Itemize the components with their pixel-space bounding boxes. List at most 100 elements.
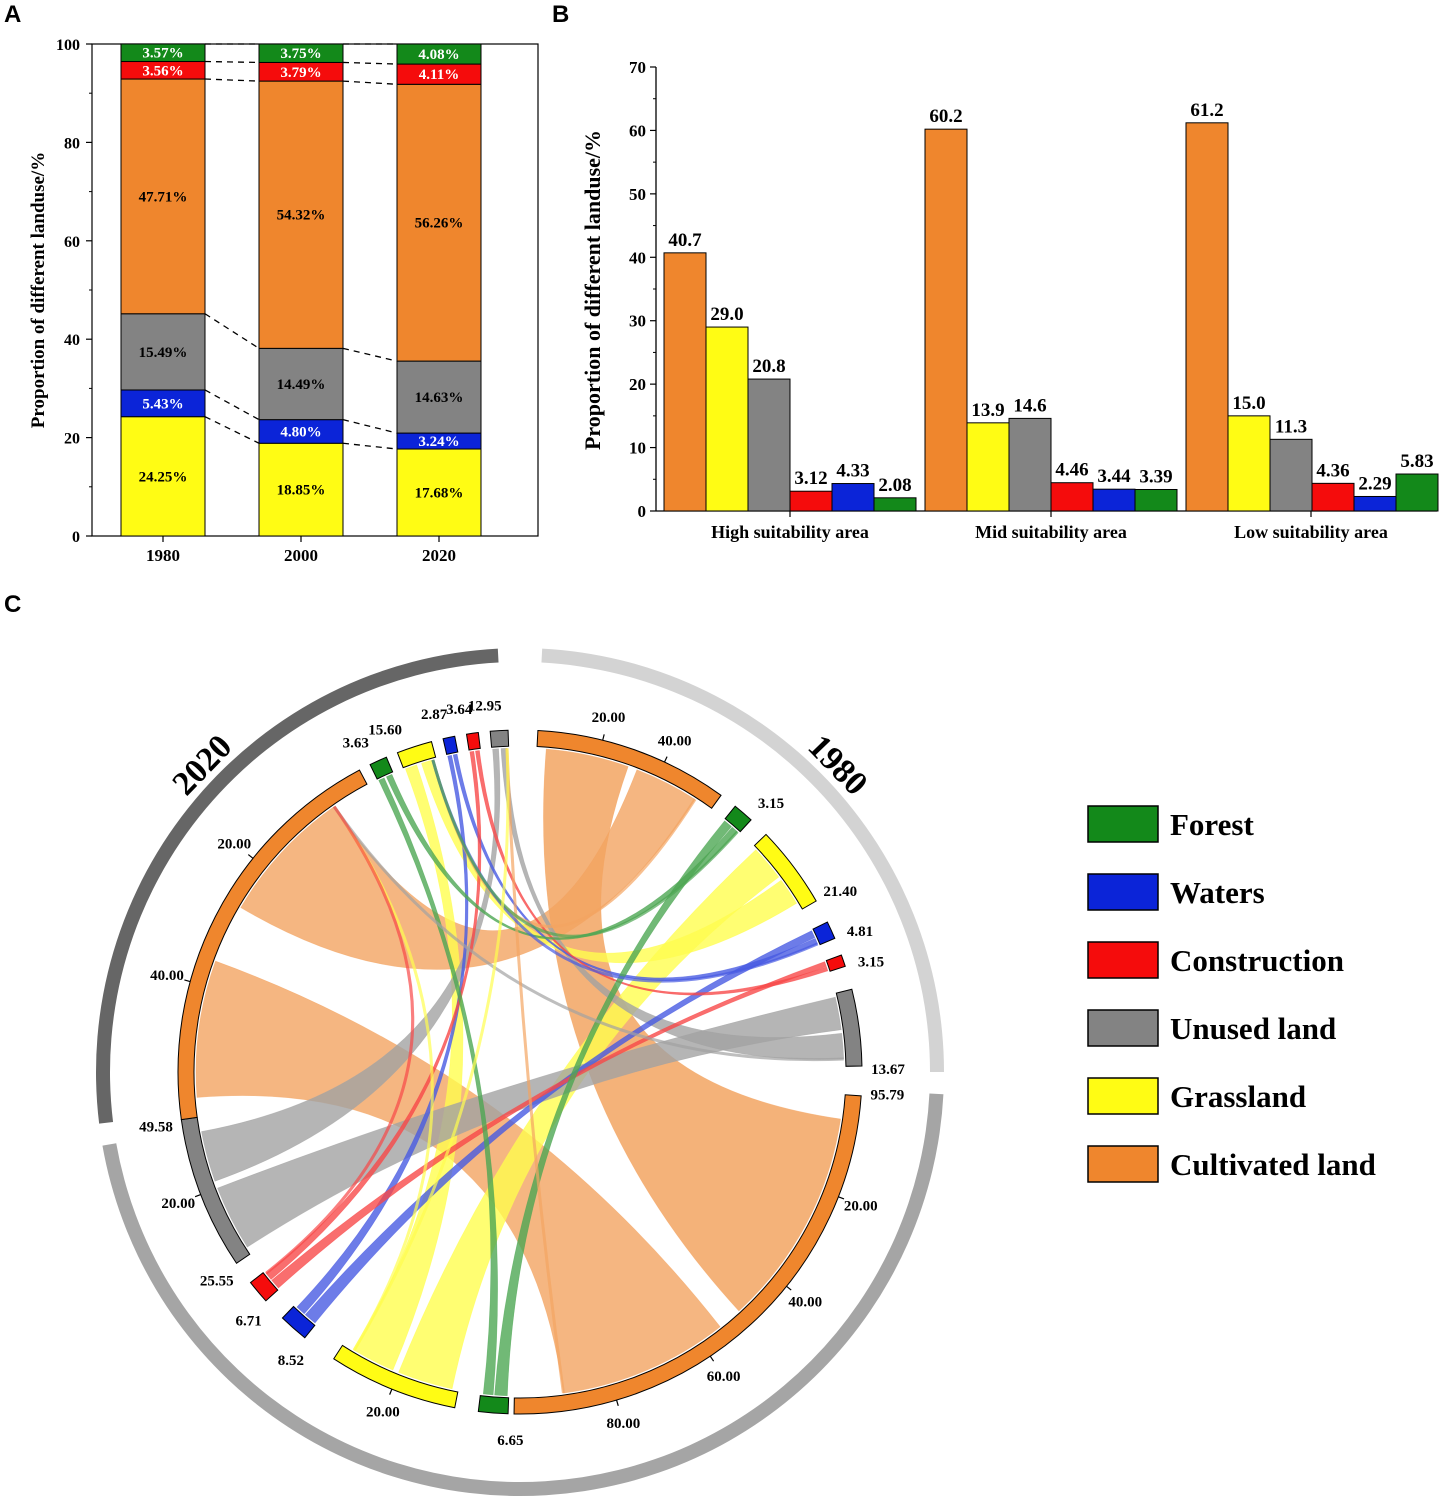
chart-a-bar-grassland — [120, 416, 206, 537]
chart-b-data-label: 3.44 — [1097, 466, 1131, 487]
chart-b-data-label: 11.3 — [1275, 416, 1307, 437]
chart-b-bar-grassland — [1227, 415, 1271, 512]
chord-end-label: 49.58 — [139, 1119, 173, 1135]
chord-segment-1980-forest — [724, 805, 752, 833]
chart-a-bar-forest — [396, 43, 482, 65]
chart-b-bar-construction — [789, 490, 833, 512]
legend-label-forest: Forest — [1170, 807, 1254, 842]
legend-label-grassland: Grassland — [1170, 1079, 1306, 1114]
chart-b-bar-forest — [1134, 488, 1178, 512]
chart-a-bar-grassland — [258, 442, 344, 537]
chart-a-connector — [342, 442, 398, 450]
chart-b-data-label: 3.39 — [1139, 466, 1172, 487]
chord-ribbon-waters — [304, 930, 816, 1324]
chart-a-data-label: 56.26% — [415, 216, 464, 232]
legend-swatch-cultivated — [1087, 1145, 1159, 1183]
chord-segment-1980-cultivated — [536, 729, 722, 809]
chart-a-data-label: 15.49% — [139, 345, 188, 361]
chord-end-label: 2.87 — [421, 707, 448, 723]
chart-b-ytick-label: 20 — [629, 375, 646, 394]
chart-b-bar-waters — [1353, 495, 1397, 512]
chord-ribbon-unused — [500, 747, 845, 1060]
chart-b-bar-grassland — [705, 326, 749, 512]
chart-b-bar-unused — [747, 378, 791, 512]
chart-a-xtick-label: 2020 — [422, 546, 456, 565]
chart-b-ytick-label: 30 — [629, 312, 646, 331]
chord-tick — [184, 979, 191, 983]
chord-ribbon-construction — [265, 750, 482, 1280]
chord-tick-label: 40.00 — [788, 1294, 822, 1310]
chart-b-bar-grassland — [966, 422, 1010, 512]
chord-segment-1980-grassland — [753, 833, 817, 910]
chart-b-bar-construction — [1311, 482, 1355, 512]
chord-end-label: 15.60 — [368, 723, 402, 739]
chord-end-label: 6.65 — [497, 1433, 523, 1449]
chart-b-data-label: 2.08 — [878, 475, 911, 496]
chart-a-ytick-label: 80 — [64, 135, 80, 152]
chart-a-bar-unused — [258, 347, 344, 421]
chart-a-connector — [342, 347, 398, 362]
chord-tick-label: 20.00 — [217, 836, 251, 852]
chart-b-data-label: 61.2 — [1190, 100, 1223, 121]
chart-b-ytick-label: 60 — [629, 121, 646, 140]
chord-end-label: 6.71 — [236, 1314, 262, 1330]
chart-a-connector — [342, 80, 398, 85]
legend-swatch-waters — [1087, 873, 1159, 911]
chart-a-bar-unused — [396, 360, 482, 434]
chart-b-data-label: 15.0 — [1232, 393, 1265, 414]
chart-b-data-label: 5.83 — [1400, 451, 1433, 472]
chord-tick-label: 60.00 — [707, 1369, 741, 1385]
chord-tick — [786, 1285, 792, 1291]
chord-end-label: 95.79 — [870, 1087, 904, 1103]
chord-ribbon-construction — [271, 961, 827, 1289]
chord-segment-1980-unused — [835, 988, 863, 1067]
chord-ribbon-unused — [201, 748, 501, 1182]
chord-end-label: 4.81 — [847, 924, 873, 940]
chord-segment-2020-construction — [465, 731, 481, 751]
chart-a-data-label: 3.75% — [280, 46, 321, 62]
legend-label-unused: Unused land — [1170, 1011, 1336, 1046]
legend-label-construction: Construction — [1170, 943, 1344, 978]
chord-tick-label: 40.00 — [658, 733, 692, 749]
chart-b-data-label: 29.0 — [710, 304, 743, 325]
chart-b-bar-waters — [831, 483, 875, 512]
chord-tick — [838, 1196, 845, 1200]
legend-swatch-unused — [1087, 1009, 1159, 1047]
chord-segment-2020-unused — [489, 729, 510, 748]
chart-b-xtick-label: High suitability area — [711, 522, 869, 542]
chart-a-xtick-label: 2000 — [284, 546, 318, 565]
chord-ribbon-forest — [494, 820, 732, 1397]
chord-segment-2000-construction — [249, 1272, 279, 1302]
chord-end-label: 13.67 — [871, 1062, 905, 1078]
chart-b-ytick-label: 10 — [629, 439, 646, 458]
chart-a-xtick-label: 1980 — [146, 546, 180, 565]
chart-a-connector — [204, 389, 260, 421]
chord-link-forest — [431, 759, 739, 938]
chart-a-bar-forest — [120, 43, 206, 63]
chart-b-data-label: 2.29 — [1358, 473, 1391, 494]
chart-b-data-label: 40.7 — [668, 230, 702, 251]
chart-a-ylabel: Proportion of different landuse/% — [28, 152, 49, 428]
chord-segment-1980-waters — [812, 921, 836, 946]
chord-ribbon-forest — [378, 777, 498, 1396]
chart-a-ytick-label: 60 — [64, 234, 80, 251]
chord-tick — [194, 1194, 201, 1198]
chord-tick — [389, 1388, 393, 1395]
chart-a-connector — [204, 416, 260, 444]
chord-tick — [663, 756, 668, 763]
chord-segment-2020-waters — [442, 735, 459, 755]
chart-a-connector — [204, 60, 260, 64]
chart-b-bar-forest — [873, 497, 917, 512]
chord-segment-2000-forest — [477, 1395, 510, 1415]
panel-label-b: B — [552, 1, 569, 28]
chart-a-ytick-label: 100 — [56, 37, 80, 54]
chart-a-connector — [342, 419, 398, 434]
chart-b-data-label: 60.2 — [929, 106, 962, 127]
chart-b-ytick-label: 50 — [629, 185, 646, 204]
chart-b-bar-unused — [1269, 438, 1313, 512]
chord-link-grassland — [352, 748, 510, 1352]
chart-a-ytick-label: 20 — [64, 431, 80, 448]
chord-end-label: 25.55 — [200, 1273, 234, 1289]
chart-c: 20.00 40.00 3.15 21.40 4.81 3.15 13.67 95.79 20.… — [96, 648, 944, 1497]
chart-b-bar-cultivated — [924, 128, 968, 512]
